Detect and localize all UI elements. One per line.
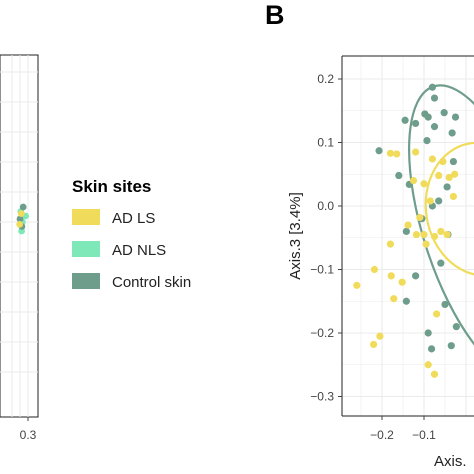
panel-b-point-control-skin	[424, 329, 432, 337]
panel-b-point-ad-ls	[422, 240, 430, 248]
panel-b-point-ad-ls	[445, 173, 453, 182]
panel-b-point-control-skin	[375, 147, 383, 155]
panel-label-b: B	[265, 0, 285, 30]
panel-b-point-ad-ls	[390, 295, 398, 303]
panel-a-points	[16, 203, 29, 235]
panel-a-x-tick-label: 0.3	[20, 428, 37, 442]
panel-b-point-ad-ls	[439, 157, 447, 166]
legend-label-ad-nls: AD NLS	[112, 242, 166, 259]
panel-b-background	[342, 56, 474, 416]
panel-b-y-tick-label: 0.0	[317, 199, 334, 213]
panel-b-point-ad-ls	[437, 227, 445, 235]
panel-b-point-ad-ls	[430, 232, 439, 241]
panel-b-point-ad-ls	[430, 370, 439, 378]
panel-b-point-ad-ls	[376, 332, 384, 340]
legend-label-ad-ls: AD LS	[112, 210, 155, 227]
panel-b-point-control-skin	[440, 109, 448, 117]
panel-b-point-control-skin	[448, 129, 456, 137]
panel-b-point-control-skin	[427, 345, 436, 353]
panel-b-point-ad-ls	[386, 149, 394, 157]
panel-b-point-ad-ls	[398, 278, 406, 286]
panel-b-point-control-skin	[401, 116, 409, 124]
panel-b-point-ad-ls	[386, 240, 394, 248]
legend-swatch-ad-ls	[72, 209, 100, 225]
panel-b-y-tick-label: 0.2	[317, 72, 334, 86]
panel-b-point-control-skin	[395, 171, 403, 180]
panel-b-y-axis: 0.2 0.1 0.0 −0.1 −0.2 −0.3	[310, 72, 342, 404]
panel-b-point-control-skin	[437, 259, 445, 267]
panel-b-point-ad-ls	[420, 230, 428, 239]
panel-b-point-ad-ls	[420, 180, 428, 188]
panel-a: 0.3	[0, 54, 39, 442]
panel-b-y-tick-label: −0.3	[310, 390, 334, 404]
panel-b-point-control-skin	[447, 342, 455, 350]
panel-b-point-ad-ls	[428, 155, 436, 163]
panel-b-x-axis: −0.2 −0.1	[370, 416, 436, 442]
panel-a-point-control-skin	[19, 203, 27, 211]
panel-b-point-ad-ls	[426, 197, 434, 205]
panel-b-point-control-skin	[423, 136, 431, 145]
panel-b-points	[353, 83, 460, 378]
panel-b-point-control-skin	[451, 113, 460, 121]
panel-b-point-control-skin	[412, 272, 420, 280]
panel-b-point-control-skin	[435, 197, 443, 205]
legend-swatch-control-skin	[72, 273, 100, 289]
legend-label-control-skin: Control skin	[112, 274, 191, 291]
panel-b-point-ad-ls	[424, 361, 432, 369]
panel-b-x-axis-title: Axis.	[434, 453, 467, 470]
panel-b-point-ad-ls	[449, 192, 457, 201]
panel-b-point-ad-ls	[443, 230, 451, 239]
panel-b: 0.2 0.1 0.0 −0.1 −0.2 −0.3 −0.2 −0.1 Axis.3 [3…	[287, 55, 474, 470]
panel-b-point-control-skin	[430, 94, 439, 102]
panel-b-y-tick-label: −0.1	[310, 263, 334, 277]
panel-b-point-control-skin	[441, 300, 449, 309]
panel-b-point-ad-ls	[412, 148, 420, 156]
panel-b-point-ad-ls	[393, 150, 401, 158]
panel-b-point-control-skin	[452, 323, 460, 331]
panel-b-point-control-skin	[443, 183, 451, 191]
panel-b-point-control-skin	[424, 113, 432, 121]
panel-b-point-ad-ls	[409, 177, 418, 185]
panel-b-point-control-skin	[430, 123, 439, 131]
panel-b-point-ad-ls	[370, 340, 378, 349]
panel-b-x-tick-label: −0.2	[370, 428, 394, 442]
panel-b-x-tick-label: −0.1	[412, 428, 436, 442]
panel-b-point-control-skin	[402, 227, 410, 235]
panel-b-y-tick-label: 0.1	[317, 136, 334, 150]
panel-b-point-ad-ls	[435, 171, 443, 180]
panel-a-point-ad-ls	[17, 210, 25, 218]
panel-b-point-control-skin	[428, 83, 436, 91]
panel-b-point-ad-ls	[416, 213, 424, 222]
panel-a-point-ad-ls	[16, 221, 24, 228]
panel-a-frame	[0, 54, 39, 418]
panel-b-point-control-skin	[449, 157, 457, 166]
panel-b-point-control-skin	[402, 297, 410, 305]
panel-b-point-ad-ls	[387, 272, 395, 280]
panel-a-grid	[0, 55, 38, 417]
panel-b-y-axis-title: Axis.3 [3.4%]	[287, 192, 304, 280]
legend-swatch-ad-nls	[72, 241, 100, 257]
panel-b-point-ad-ls	[370, 265, 379, 274]
panel-a-point-control-skin	[16, 215, 24, 223]
legend-title: Skin sites	[72, 177, 151, 196]
panel-b-point-ad-ls	[433, 310, 441, 318]
panel-b-point-ad-ls	[404, 221, 412, 229]
panel-b-ellipse-ad-ls	[424, 141, 474, 277]
panel-b-point-control-skin	[412, 119, 420, 128]
panel-b-point-ad-ls	[353, 281, 361, 289]
panel-b-y-tick-label: −0.2	[310, 326, 334, 340]
panel-b-point-ad-ls	[412, 230, 421, 239]
panel-b-point-ad-ls	[451, 170, 459, 178]
legend: Skin sites AD LS AD NLS Control skin	[72, 177, 191, 291]
